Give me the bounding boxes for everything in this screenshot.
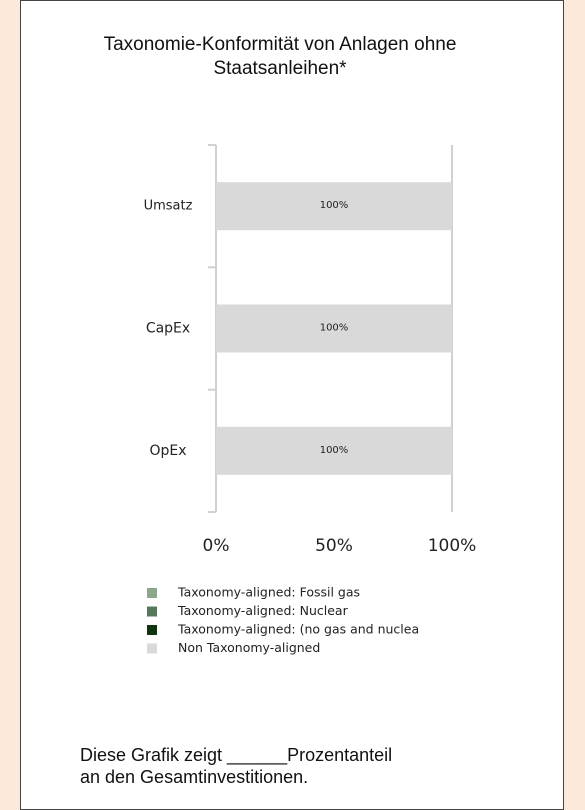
bar-segment xyxy=(216,304,452,353)
bar-segment xyxy=(216,182,452,231)
data-label: 100% xyxy=(320,200,349,211)
data-label: 100% xyxy=(320,323,349,334)
legend-swatch xyxy=(147,643,157,654)
legend-label: Non Taxonomy-aligned xyxy=(178,640,320,655)
x-tick-label: 0% xyxy=(203,536,230,556)
legend-label: Taxonomy-aligned: Fossil gas xyxy=(177,585,360,600)
bar-segment xyxy=(216,426,452,475)
y-tick-label: OpEx xyxy=(149,443,186,459)
y-tick-label: Umsatz xyxy=(144,199,193,214)
x-tick-label: 50% xyxy=(315,536,353,556)
legend-swatch xyxy=(147,588,157,598)
chart-title: Taxonomie-Konformität von Anlagen ohne S… xyxy=(103,34,457,79)
y-tick-label: CapEx xyxy=(146,321,190,337)
legend-swatch xyxy=(147,606,157,617)
x-tick-label: 100% xyxy=(428,536,477,556)
legend-label: Taxonomy-aligned: (no gas and nuclea xyxy=(177,622,419,637)
legend-label: Taxonomy-aligned: Nuclear xyxy=(177,603,349,618)
panel xyxy=(20,0,564,810)
legend-swatch xyxy=(147,625,157,635)
footnote: Diese Grafik zeigt ______Prozentanteil a… xyxy=(80,745,393,787)
data-label: 100% xyxy=(320,445,349,456)
